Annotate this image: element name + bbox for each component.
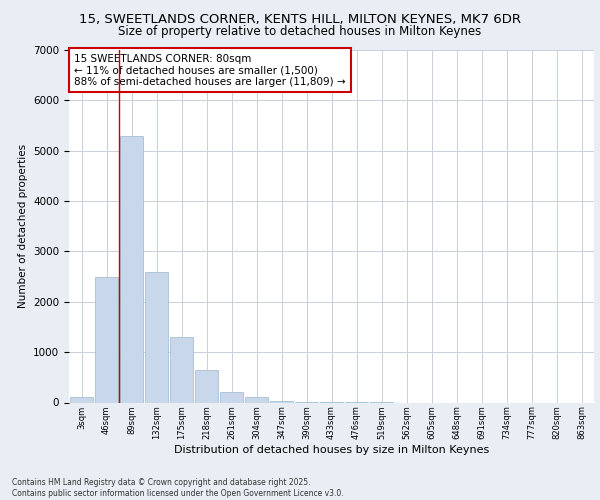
Bar	[95, 276, 118, 402]
Bar	[245, 398, 268, 402]
Bar	[170, 337, 193, 402]
Bar	[270, 401, 293, 402]
Bar	[195, 370, 218, 402]
X-axis label: Distribution of detached houses by size in Milton Keynes: Distribution of detached houses by size …	[174, 445, 489, 455]
Bar	[70, 398, 93, 402]
Bar	[220, 392, 243, 402]
Text: 15, SWEETLANDS CORNER, KENTS HILL, MILTON KEYNES, MK7 6DR: 15, SWEETLANDS CORNER, KENTS HILL, MILTO…	[79, 12, 521, 26]
Bar	[145, 272, 168, 402]
Bar	[120, 136, 143, 402]
Y-axis label: Number of detached properties: Number of detached properties	[17, 144, 28, 308]
Text: Size of property relative to detached houses in Milton Keynes: Size of property relative to detached ho…	[118, 25, 482, 38]
Text: 15 SWEETLANDS CORNER: 80sqm
← 11% of detached houses are smaller (1,500)
88% of : 15 SWEETLANDS CORNER: 80sqm ← 11% of det…	[74, 54, 346, 86]
Text: Contains HM Land Registry data © Crown copyright and database right 2025.
Contai: Contains HM Land Registry data © Crown c…	[12, 478, 344, 498]
